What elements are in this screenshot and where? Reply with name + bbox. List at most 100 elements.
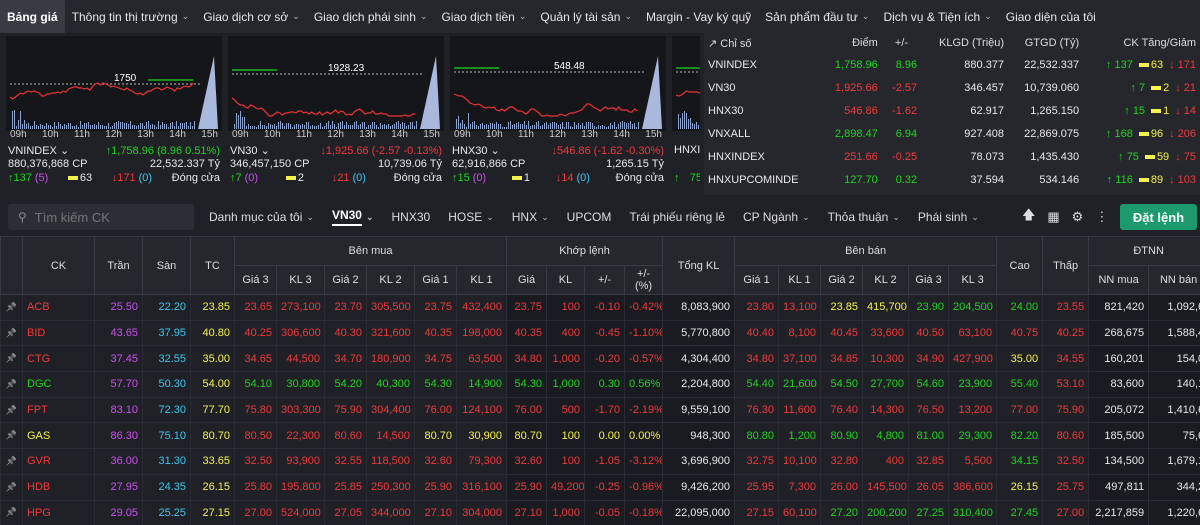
up-count: ↑ 75: [1118, 151, 1139, 163]
volume-bar: [544, 123, 545, 129]
cell: 11,600: [778, 396, 822, 424]
cell: 8,100: [778, 319, 822, 347]
index-value: 22,532.337 Tỷ: [149, 158, 220, 170]
volume-bar: [320, 123, 321, 129]
nav-item-2[interactable]: Giao dịch cơ sở ⌄: [196, 0, 307, 33]
table-row[interactable]: 📌 CTG 37.45 32.55 35.00 34.65 44,500 34.70 180,9…: [0, 345, 1200, 373]
table-row[interactable]: 📌 ACB 25.50 22.20 23.85 23.65 273,100 23.70 305,…: [0, 294, 1200, 321]
tab-8[interactable]: Thỏa thuận ⌄: [819, 200, 909, 234]
ticker: FPT: [22, 396, 95, 424]
volume-bar: [360, 124, 361, 129]
flat-bar-icon: [67, 176, 78, 181]
index-card-3[interactable]: ↑ 75 HNXI: [672, 36, 700, 190]
index-card-1[interactable]: 1928.23 09h 10h 11h 12h 13h 14h 15h VN30 ⌄ ↓1,925…: [228, 36, 444, 190]
cell: 1,220,6: [1148, 499, 1200, 525]
tab-0[interactable]: Danh mục của tôi ⌄: [200, 200, 323, 234]
pin-icon[interactable]: 📌: [0, 473, 23, 501]
gear-icon[interactable]: ⚙: [1071, 209, 1084, 224]
pin-icon[interactable]: 📌: [0, 422, 23, 450]
index-row[interactable]: HNXUPCOMINDE 127.70 0.32 37.594 534.146 ↑ 116…: [704, 168, 1200, 191]
cell: 32.60: [414, 448, 457, 475]
nav-item-9[interactable]: Giao diện của tôi: [999, 0, 1103, 33]
table-row[interactable]: 📌 GVR 36.00 31.30 33.65 32.50 93,900 32.55 118,5…: [0, 448, 1200, 475]
nav-item-4[interactable]: Giao dịch tiền ⌄: [434, 0, 533, 33]
arrow-down-icon: ↓: [551, 144, 557, 157]
cell: 93,900: [276, 448, 325, 475]
table-row[interactable]: 📌 HPG 29.05 25.25 27.15 27.00 524,000 27.05 344,…: [0, 499, 1200, 525]
search-input[interactable]: [34, 209, 175, 225]
pin-icon[interactable]: 📌: [0, 499, 23, 525]
index-row[interactable]: VNINDEX 1,758.96 8.96 880.377 22,532.337 ↑ 13…: [704, 53, 1200, 76]
arrow-up-icon[interactable]: 🡅: [1022, 207, 1036, 222]
cell: 32.55: [142, 345, 191, 373]
chevron-down-icon: ⌄: [181, 11, 190, 21]
volume-bar: [122, 122, 123, 129]
nav-item-8[interactable]: Dịch vụ & Tiện ích ⌄: [876, 0, 998, 33]
arrow-up-icon: ↑: [674, 172, 680, 184]
chevron-down-icon: ⌄: [984, 11, 992, 21]
tab-7[interactable]: CP Ngành ⌄: [734, 200, 819, 234]
volume-bar: [112, 126, 113, 129]
tab-5[interactable]: UPCOM: [558, 200, 621, 234]
nav-item-6[interactable]: Margin - Vay ký quỹ: [639, 0, 758, 33]
table-row[interactable]: 📌 FPT 83.10 72.30 77.70 75.80 303,300 75.90 304,…: [0, 396, 1200, 424]
index-row[interactable]: VN30 1,925.66 -2.57 346.457 10,739.060 ↑ 7 2 ↓ …: [704, 76, 1200, 99]
chevron-down-icon: ⌄: [486, 211, 494, 222]
cell: 49,200: [546, 473, 586, 501]
flat-value: 89: [1150, 173, 1164, 186]
volume-bar: [52, 127, 53, 129]
tab-2[interactable]: HNX30: [383, 200, 440, 234]
table-row[interactable]: 📌 HDB 27.95 24.35 26.15 25.80 195,800 25.85 250,…: [0, 473, 1200, 501]
tab-4[interactable]: HNX ⌄: [503, 200, 558, 234]
pin-icon[interactable]: 📌: [0, 294, 23, 321]
index-row[interactable]: VNXALL 2,898.47 6.94 927.408 22,869.075 ↑ 168…: [704, 122, 1200, 145]
nav-item-1[interactable]: Thông tin thị trường ⌄: [65, 0, 197, 33]
pin-icon[interactable]: 📌: [0, 319, 23, 347]
nav-item-3[interactable]: Giao dịch phái sinh ⌄: [307, 0, 435, 33]
volume-bar: [50, 125, 51, 129]
volume-bar: [174, 126, 175, 129]
index-card-2[interactable]: 548.48 09h 10h 11h 12h 13h 14h 15h HNX30 ⌄ ↓546.8…: [450, 36, 666, 190]
excel-icon[interactable]: ▦: [1047, 209, 1060, 224]
index-row[interactable]: HNXINDEX 251.66 -0.25 78.073 1,435.430 ↑ 75 59…: [704, 145, 1200, 168]
cell: 29,300: [948, 422, 998, 450]
table-row[interactable]: 📌 GAS 86.30 75.10 80.70 80.50 22,300 80.60 14,50…: [0, 422, 1200, 450]
down-count: ↓21 (0): [332, 172, 366, 184]
cell: 77.70: [190, 396, 235, 424]
search-box[interactable]: ⚲: [8, 204, 194, 230]
cell: 524,000: [276, 499, 325, 525]
tab-3[interactable]: HOSE ⌄: [439, 200, 503, 234]
tab-6[interactable]: Trái phiếu riêng lẻ: [620, 200, 734, 234]
table-row[interactable]: 📌 BID 43.65 37.95 40.80 40.25 306,600 40.30 321,…: [0, 319, 1200, 347]
header-text: Bên bán: [845, 245, 887, 257]
volume-bar: [262, 125, 263, 129]
index-line: [231, 97, 416, 117]
pin-icon[interactable]: 📌: [0, 371, 23, 398]
pin-icon[interactable]: 📌: [0, 396, 23, 424]
nav-item-7[interactable]: Sản phẩm đầu tư ⌄: [758, 0, 876, 33]
index-card-0[interactable]: 1750 09h 10h 11h 12h 13h 14h 15h VNINDEX ⌄ ↑1,758…: [6, 36, 222, 190]
more-icon[interactable]: ⋮: [1095, 209, 1109, 224]
volume-bar: [582, 123, 583, 129]
cell: 204,500: [948, 294, 998, 321]
index-change: -1.62: [892, 104, 918, 117]
index-chart: 548.48: [450, 36, 666, 131]
pin-icon[interactable]: 📌: [0, 345, 23, 373]
arrow-down-icon: ↓: [320, 144, 326, 157]
volume-bar: [272, 125, 273, 129]
tab-label: HOSE: [448, 210, 483, 224]
table-row[interactable]: 📌 DGC 57.70 50.30 54.00 54.10 30,800 54.20 40,30…: [0, 371, 1200, 398]
arrow-up-icon: ↑: [1105, 58, 1115, 71]
place-order-button[interactable]: Đặt lệnh: [1120, 204, 1197, 230]
index-row[interactable]: HNX30 546.86 -1.62 62.917 1,265.150 ↑ 15 1 ↓ 14: [704, 99, 1200, 122]
volume-bar: [580, 125, 581, 129]
volume-bar: [564, 127, 565, 129]
nav-item-0[interactable]: Bảng giá: [0, 0, 65, 33]
volume-bar: [392, 125, 393, 129]
cell: 23.75: [414, 294, 457, 321]
nav-item-5[interactable]: Quản lý tài sản ⌄: [533, 0, 639, 33]
tab-1[interactable]: VN30 ⌄: [323, 200, 383, 234]
pin-icon[interactable]: 📌: [0, 448, 23, 475]
tab-9[interactable]: Phái sinh ⌄: [909, 200, 988, 234]
header-text: Chỉ số: [720, 37, 752, 50]
